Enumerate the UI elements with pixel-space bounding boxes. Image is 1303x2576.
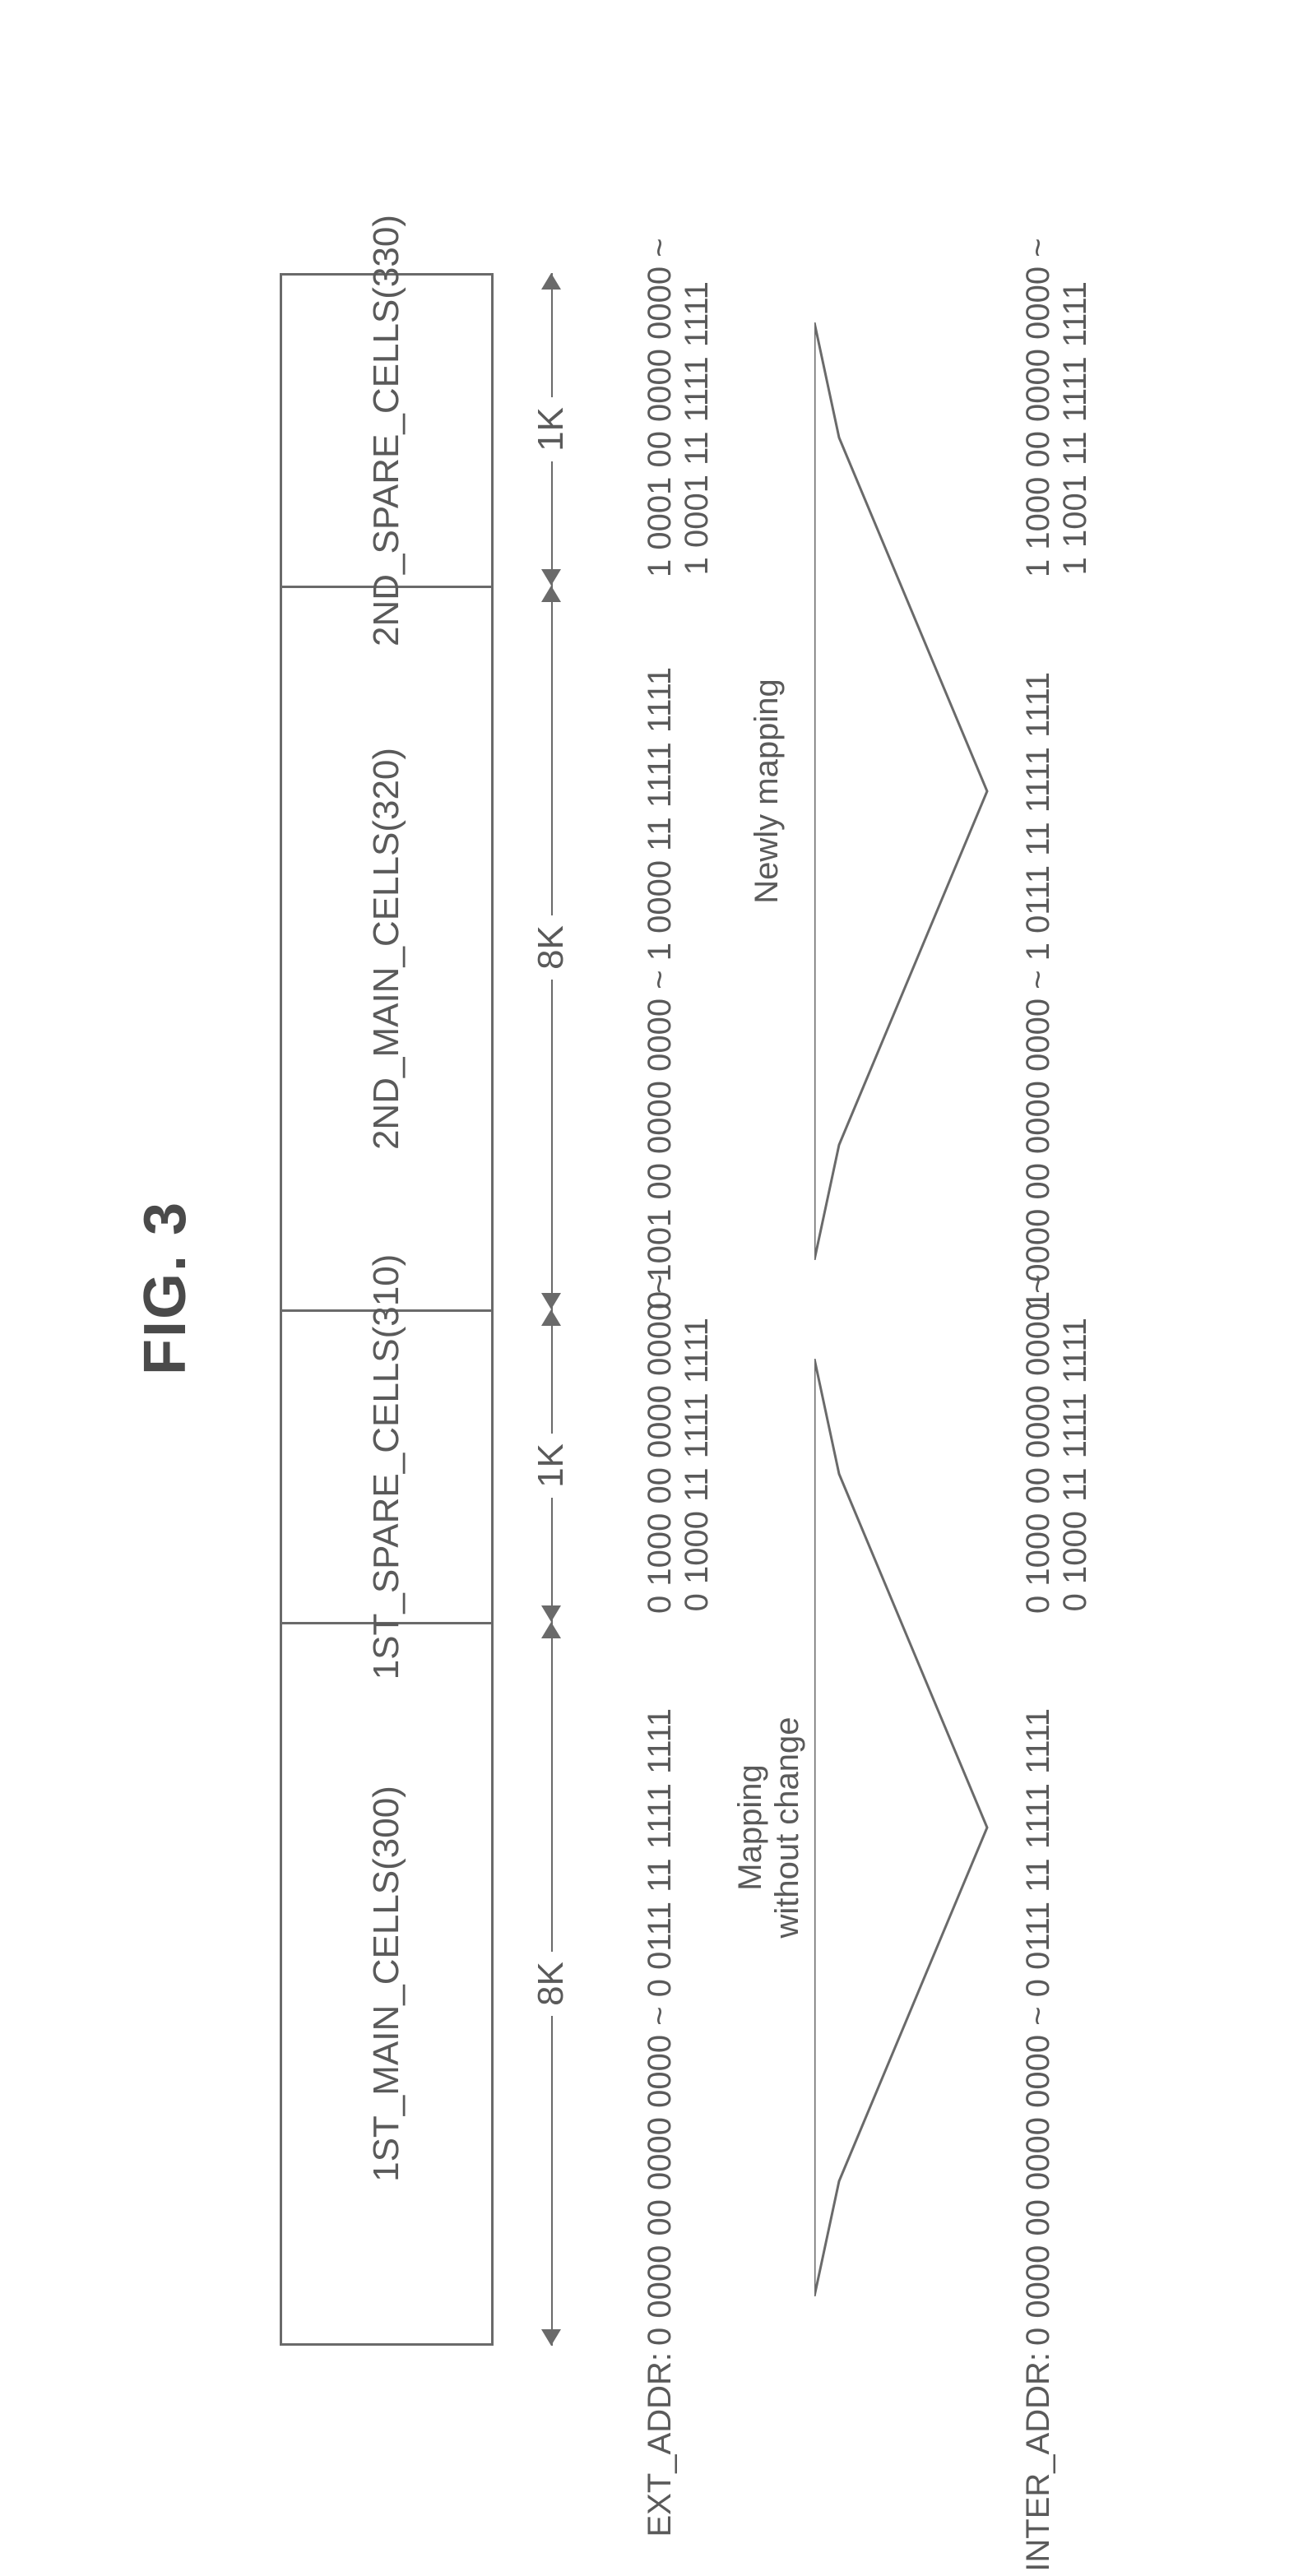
inter-addr-label: INTER_ADDR: [1020, 2346, 1094, 2576]
cell-main-1: 1ST_MAIN_CELLS(300) [280, 1622, 494, 2346]
dim-main-2: 8K [526, 586, 576, 1309]
arrow-right-icon [814, 322, 995, 1260]
cells-row: 1ST_MAIN_CELLS(300) 1ST_SPARE_CELLS(310)… [280, 273, 494, 2346]
cell-spare-1: 1ST_SPARE_CELLS(310) [280, 1309, 494, 1622]
ext-addr-row: EXT_ADDR: 0 0000 00 0000 0000 ~ 0 0111 1… [642, 273, 716, 2576]
dimension-row: 8K 1K 8K 1K [526, 273, 576, 2346]
ext-spare1: 0 1000 00 0000 0000 ~ 0 1000 11 1111 111… [642, 1309, 716, 1622]
inter-spare1: 0 1000 00 0000 0000 ~ 0 1000 11 1111 111… [1020, 1309, 1094, 1622]
inter-main2: 1 0000 00 0000 0000 ~ 1 0111 11 1111 111… [1020, 586, 1094, 1309]
ext-spare2: 1 0001 00 0000 0000 ~ 1 0001 11 1111 111… [642, 273, 716, 586]
inter-spare2: 1 1000 00 0000 0000 ~ 1 1001 11 1111 111… [1020, 273, 1094, 586]
ext-main2: 0 1001 00 0000 0000 ~ 1 0000 11 1111 111… [642, 586, 716, 1309]
arrow-left-icon [814, 1359, 995, 2296]
dim-spare-2: 1K [526, 273, 576, 586]
cell-spare-2: 2ND_SPARE_CELLS(330) [280, 273, 494, 586]
inter-main1: 0 0000 00 0000 0000 ~ 0 0111 11 1111 111… [1020, 1622, 1094, 2346]
mapping-left: Mapping without change [732, 1309, 806, 2346]
mapping-labels: Mapping without change Newly mapping [732, 273, 806, 2346]
dim-main-1: 8K [526, 1622, 576, 2346]
diagram-container: FIG. 3 1ST_MAIN_CELLS(300) 1ST_SPARE_CEL… [0, 0, 1303, 2576]
cell-main-2: 2ND_MAIN_CELLS(320) [280, 586, 494, 1309]
inter-addr-row: INTER_ADDR: 0 0000 00 0000 0000 ~ 0 0111… [1020, 273, 1094, 2576]
dim-spare-1: 1K [526, 1309, 576, 1622]
figure-title: FIG. 3 [132, 1201, 199, 1375]
ext-main1: 0 0000 00 0000 0000 ~ 0 0111 11 1111 111… [642, 1622, 716, 2346]
ext-addr-label: EXT_ADDR: [642, 2346, 716, 2576]
mapping-right: Newly mapping [732, 273, 806, 1309]
